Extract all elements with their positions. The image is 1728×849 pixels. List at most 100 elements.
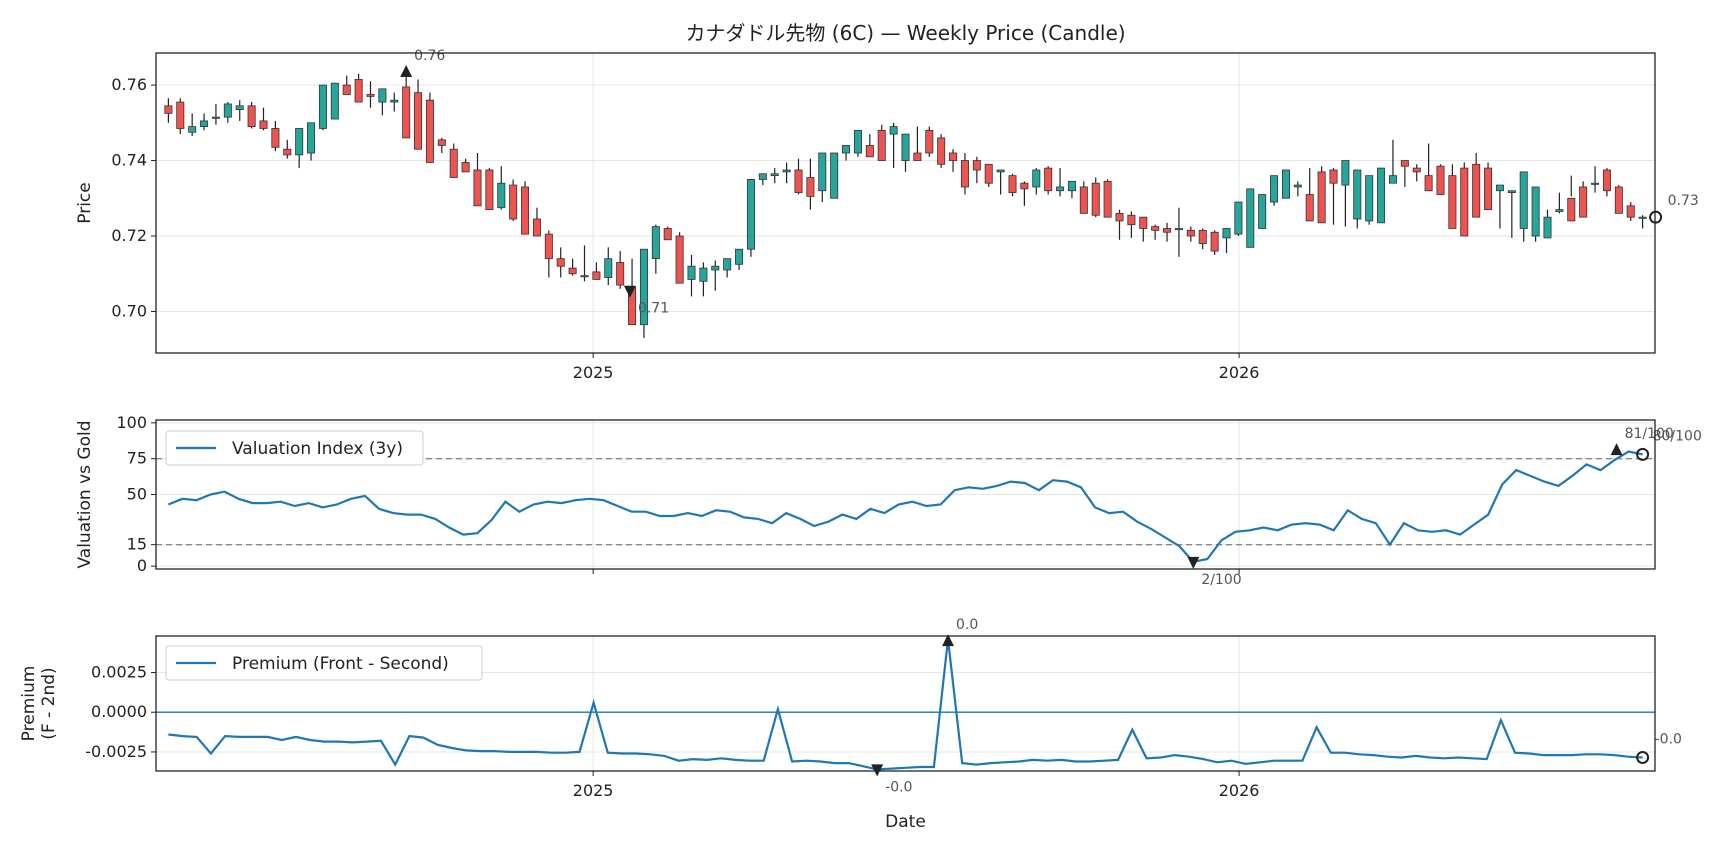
premium-ylabel-group: Premium (F - 2nd) xyxy=(19,666,59,742)
candle-body xyxy=(223,103,232,118)
candle-body xyxy=(378,88,387,103)
premium-ylabel: Premium xyxy=(19,666,39,742)
valuation-min-label: 2/100 xyxy=(1201,572,1241,588)
candle-body xyxy=(865,145,874,158)
valuation-frame xyxy=(155,419,1656,570)
premium-ytick-label: -0.0025 xyxy=(85,742,147,761)
candle-body xyxy=(735,248,744,265)
candle-body xyxy=(1115,212,1124,222)
candle-body xyxy=(1436,165,1445,195)
candle-body xyxy=(259,120,268,129)
candle-body xyxy=(1495,184,1504,192)
candle-body xyxy=(1044,167,1053,192)
candle-body xyxy=(1174,228,1183,231)
candle-body xyxy=(211,116,220,119)
price-ytick-label: 0.70 xyxy=(111,301,147,320)
price-ytick-label: 0.74 xyxy=(111,151,147,170)
candle-body xyxy=(437,139,446,146)
premium-ytick-label: 0.0025 xyxy=(91,663,147,682)
candle-body xyxy=(687,265,696,280)
premium-last-marker xyxy=(1636,751,1650,764)
price-max-label: 0.76 xyxy=(414,48,445,64)
candle-body xyxy=(1056,186,1065,192)
candle-body xyxy=(746,179,755,250)
candle-body xyxy=(164,105,173,114)
candle-body xyxy=(853,129,862,154)
candle-body xyxy=(984,163,993,184)
candle-body xyxy=(1067,180,1076,192)
candle-body xyxy=(1281,169,1290,199)
candle-body xyxy=(176,101,185,129)
candle-body xyxy=(1602,169,1611,192)
candle-body xyxy=(414,92,423,150)
candle-body xyxy=(390,99,399,103)
premium-frame xyxy=(155,635,1656,772)
candle-body xyxy=(1412,167,1421,173)
candle-body xyxy=(580,275,589,278)
premium-last-label: -0.0 xyxy=(1655,732,1682,748)
candle-body xyxy=(521,186,530,235)
candle-body xyxy=(1127,214,1136,226)
candle-body xyxy=(568,267,577,275)
candle-body xyxy=(200,120,209,127)
candle-body xyxy=(1008,175,1017,194)
candle-body xyxy=(544,233,553,260)
candle-body xyxy=(794,169,803,194)
candle-body xyxy=(1305,194,1314,222)
candle-body xyxy=(663,228,672,241)
candle-body xyxy=(485,169,494,211)
premium-min-label: -0.0 xyxy=(885,779,912,795)
candle-body xyxy=(1032,169,1041,188)
valuation-last-marker xyxy=(1636,447,1650,461)
price-xtick-label: 2026 xyxy=(1219,363,1260,382)
candle-body xyxy=(1270,175,1279,203)
candle-body xyxy=(425,99,434,163)
candle-body xyxy=(283,148,292,156)
candle-body xyxy=(960,160,969,188)
candle-body xyxy=(592,271,601,280)
candle-body xyxy=(1353,169,1362,220)
candle-body xyxy=(449,148,458,178)
premium-ylabel: (F - 2nd) xyxy=(39,667,59,739)
premium-xlabel: Date xyxy=(885,812,926,832)
candle-body xyxy=(402,86,411,139)
candle-body xyxy=(1258,194,1267,229)
candle-body xyxy=(1377,167,1386,224)
candle-body xyxy=(996,169,1005,173)
valuation-last-label: 80/100 xyxy=(1653,428,1702,444)
candle-body xyxy=(711,265,720,271)
valuation-ytick-label: 0 xyxy=(137,556,147,575)
premium-xtick-label: 2025 xyxy=(573,781,614,800)
candle-body xyxy=(235,105,244,111)
price-frame xyxy=(155,52,1656,354)
candle-body xyxy=(830,152,839,199)
candle-body xyxy=(271,128,280,148)
premium-legend xyxy=(165,645,483,681)
candle-body xyxy=(556,258,565,267)
price-ylabel: Price xyxy=(75,182,95,223)
candle-body xyxy=(1091,182,1100,216)
candle-body xyxy=(330,82,339,120)
valuation-max-label: 81/100 xyxy=(1625,426,1674,442)
candle-body xyxy=(842,145,851,154)
candle-body xyxy=(247,105,256,127)
candle-body xyxy=(1186,229,1195,237)
candle-body xyxy=(901,133,910,161)
candle-body xyxy=(770,173,779,177)
candle-body xyxy=(307,122,316,154)
price-min-marker xyxy=(623,285,636,298)
chart-title: カナダドル先物 (6C) — Weekly Price (Candle) xyxy=(685,21,1125,45)
candle-body xyxy=(295,128,304,156)
candle-body xyxy=(1293,184,1302,188)
price-xtick-label: 2025 xyxy=(573,363,614,382)
candle-body xyxy=(1198,229,1207,244)
candle-body xyxy=(1139,216,1148,229)
candle-body xyxy=(1460,167,1469,237)
candle-body xyxy=(461,162,470,173)
candle-body xyxy=(818,152,827,192)
candle-body xyxy=(354,79,363,103)
premium-series-line xyxy=(168,639,1643,771)
valuation-series-line xyxy=(167,450,1643,564)
candle-body xyxy=(342,84,351,95)
